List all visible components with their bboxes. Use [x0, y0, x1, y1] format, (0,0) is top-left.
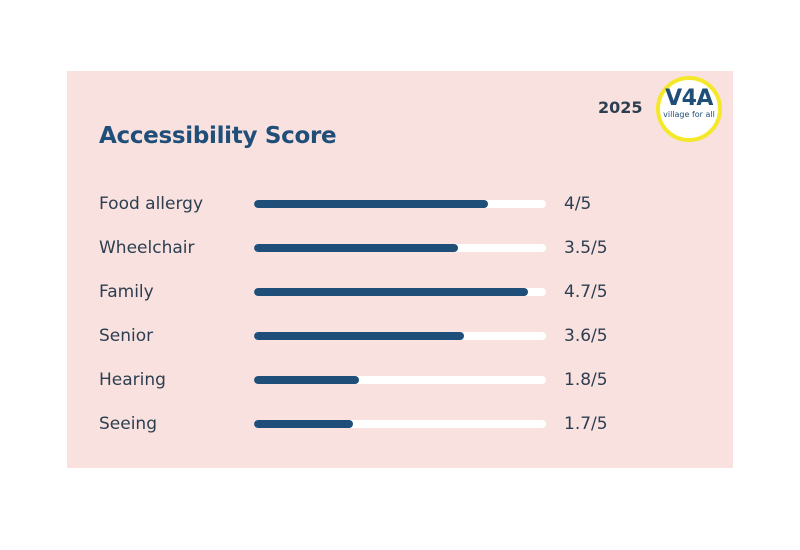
score-value: 1.8/5 — [564, 370, 608, 390]
score-bar-track — [254, 332, 546, 340]
score-bar-fill — [254, 244, 459, 252]
score-value: 3.5/5 — [564, 238, 608, 258]
score-row-seeing: Seeing 1.7/5 — [99, 412, 699, 436]
score-bar-track — [254, 288, 546, 296]
score-bar-track — [254, 376, 546, 384]
logo-wordmark: V4A — [665, 86, 713, 111]
score-row-family: Family 4.7/5 — [99, 280, 699, 304]
score-label: Seeing — [99, 414, 157, 434]
score-bar-fill — [254, 288, 529, 296]
score-label: Food allergy — [99, 194, 204, 214]
score-bar-fill — [254, 200, 488, 208]
score-bar-fill — [254, 420, 354, 428]
score-value: 3.6/5 — [564, 326, 608, 346]
score-bar-fill — [254, 376, 360, 384]
score-label: Family — [99, 282, 154, 302]
score-value: 4.7/5 — [564, 282, 608, 302]
score-bar-track — [254, 420, 546, 428]
logo-tagline: village for all — [663, 110, 715, 119]
card-title: Accessibility Score — [99, 123, 337, 149]
score-value: 4/5 — [564, 194, 592, 214]
score-row-senior: Senior 3.6/5 — [99, 324, 699, 348]
year-label: 2025 — [598, 98, 643, 117]
score-label: Wheelchair — [99, 238, 195, 258]
score-row-hearing: Hearing 1.8/5 — [99, 368, 699, 392]
score-label: Senior — [99, 326, 154, 346]
score-value: 1.7/5 — [564, 414, 608, 434]
accessibility-card: Accessibility Score 2025 V4A village for… — [67, 71, 733, 468]
score-bar-track — [254, 200, 546, 208]
score-row-wheelchair: Wheelchair 3.5/5 — [99, 236, 699, 260]
score-bar-fill — [254, 332, 465, 340]
score-bar-track — [254, 244, 546, 252]
score-label: Hearing — [99, 370, 166, 390]
score-row-food-allergy: Food allergy 4/5 — [99, 192, 699, 216]
v4a-logo: V4A village for all — [656, 76, 722, 142]
